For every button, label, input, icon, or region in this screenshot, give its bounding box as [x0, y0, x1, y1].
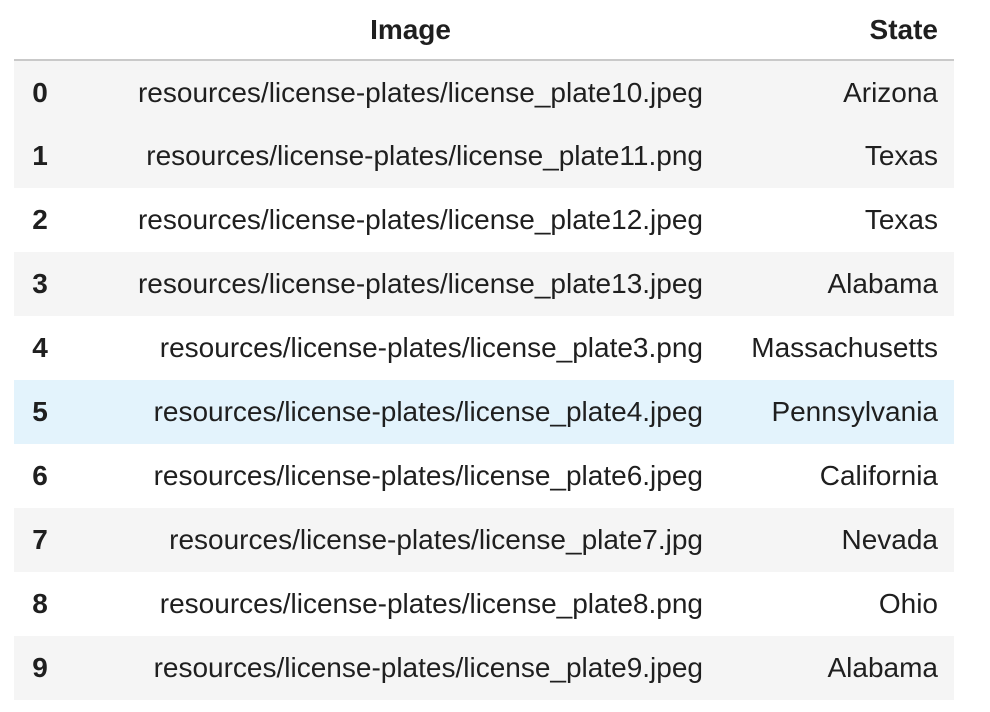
state-cell: Alabama: [827, 268, 938, 299]
row-index: 4: [32, 332, 48, 363]
image-path-cell: resources/license-plates/license_plate4.…: [153, 396, 703, 427]
row-index: 9: [32, 652, 48, 683]
state-cell: Ohio: [878, 588, 938, 619]
table-row: 8 resources/license-plates/license_plate…: [14, 572, 954, 636]
table-row: 1 resources/license-plates/license_plate…: [14, 124, 954, 188]
row-index: 0: [32, 76, 48, 108]
table-row-hovered: 5 resources/license-plates/license_plate…: [14, 380, 954, 444]
table-row: 4 resources/license-plates/license_plate…: [14, 316, 954, 380]
table-row: 6 resources/license-plates/license_plate…: [14, 444, 954, 508]
state-cell: Arizona: [843, 76, 938, 108]
image-path-cell: resources/license-plates/license_plate13…: [137, 268, 703, 299]
row-index: 6: [32, 460, 48, 491]
row-index: 7: [32, 524, 48, 555]
image-path-cell: resources/license-plates/license_plate12…: [137, 204, 703, 235]
state-cell: Alabama: [827, 652, 938, 683]
state-cell: Nevada: [841, 524, 938, 555]
image-path-cell: resources/license-plates/license_plate6.…: [153, 460, 703, 491]
state-cell: Massachusetts: [751, 332, 938, 363]
image-path-cell: resources/license-plates/license_plate3.…: [159, 332, 703, 363]
dataframe-table: Image State 0 resources/license-plates/l…: [14, 0, 954, 700]
table-row: 2 resources/license-plates/license_plate…: [14, 188, 954, 252]
image-path-cell: resources/license-plates/license_plate9.…: [153, 652, 703, 683]
state-cell: Texas: [864, 204, 938, 235]
table-row: 3 resources/license-plates/license_plate…: [14, 252, 954, 316]
table-row: 7 resources/license-plates/license_plate…: [14, 508, 954, 572]
index-column-header: [14, 0, 66, 61]
image-column-header: Image: [66, 0, 703, 61]
image-path-cell: resources/license-plates/license_plate11…: [146, 140, 703, 171]
row-index: 8: [32, 588, 48, 619]
row-index: 2: [32, 204, 48, 235]
row-index: 5: [32, 396, 48, 427]
header-row: Image State: [14, 0, 954, 61]
state-cell: Pennsylvania: [771, 396, 938, 427]
image-path-cell: resources/license-plates/license_plate8.…: [159, 588, 703, 619]
image-path-cell: resources/license-plates/license_plate10…: [137, 76, 703, 108]
table-header: Image State: [14, 0, 954, 61]
image-path-cell: resources/license-plates/license_plate7.…: [169, 524, 703, 555]
table-row: 0 resources/license-plates/license_plate…: [14, 60, 954, 124]
table-body: 0 resources/license-plates/license_plate…: [14, 60, 954, 700]
state-cell: Texas: [864, 140, 938, 171]
row-index: 1: [32, 140, 48, 171]
table-row: 9 resources/license-plates/license_plate…: [14, 636, 954, 700]
state-column-header: State: [703, 0, 954, 61]
row-index: 3: [32, 268, 48, 299]
state-cell: California: [819, 460, 938, 491]
